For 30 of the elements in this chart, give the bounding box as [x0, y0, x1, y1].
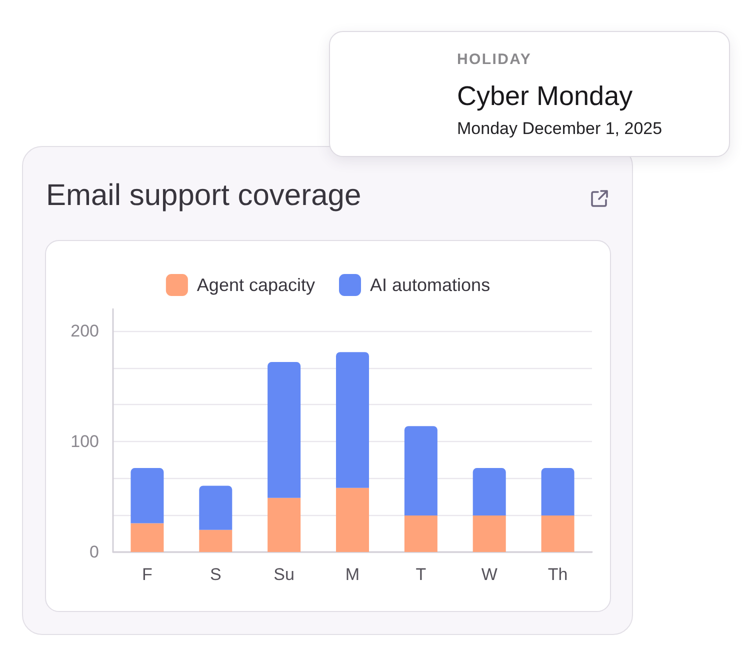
- x-tick-label: F: [142, 565, 152, 584]
- bar: [130, 523, 164, 552]
- bar: [541, 516, 574, 552]
- x-tick-label: Su: [274, 565, 294, 584]
- bar: [199, 530, 232, 552]
- chart-title: Email support coverage: [46, 178, 362, 214]
- x-tick-label: S: [210, 565, 222, 584]
- bar: [472, 516, 506, 552]
- bar: [404, 516, 438, 552]
- text: HOLIDAY: [457, 51, 532, 69]
- legend-label: AI automations: [370, 275, 490, 295]
- bar: [336, 352, 369, 488]
- text: Monday December 1, 2025: [457, 118, 662, 140]
- bar: [268, 498, 301, 552]
- bar: [199, 486, 232, 530]
- legend-label: Agent capacity: [196, 275, 316, 295]
- x-tick-label: T: [416, 565, 426, 584]
- bar: [336, 488, 369, 552]
- y-tick-label: 0: [90, 542, 99, 562]
- x-tick-label: W: [481, 565, 498, 584]
- text: Cyber Monday: [457, 80, 633, 112]
- x-tick-label: M: [345, 565, 360, 584]
- bar: [404, 426, 438, 516]
- bar: [541, 468, 574, 516]
- bar: [130, 468, 164, 524]
- bar: [268, 362, 301, 498]
- x-tick-label: Th: [548, 565, 568, 584]
- bar: [472, 468, 506, 516]
- y-tick-label: 100: [70, 432, 99, 452]
- y-tick-label: 200: [70, 322, 99, 341]
